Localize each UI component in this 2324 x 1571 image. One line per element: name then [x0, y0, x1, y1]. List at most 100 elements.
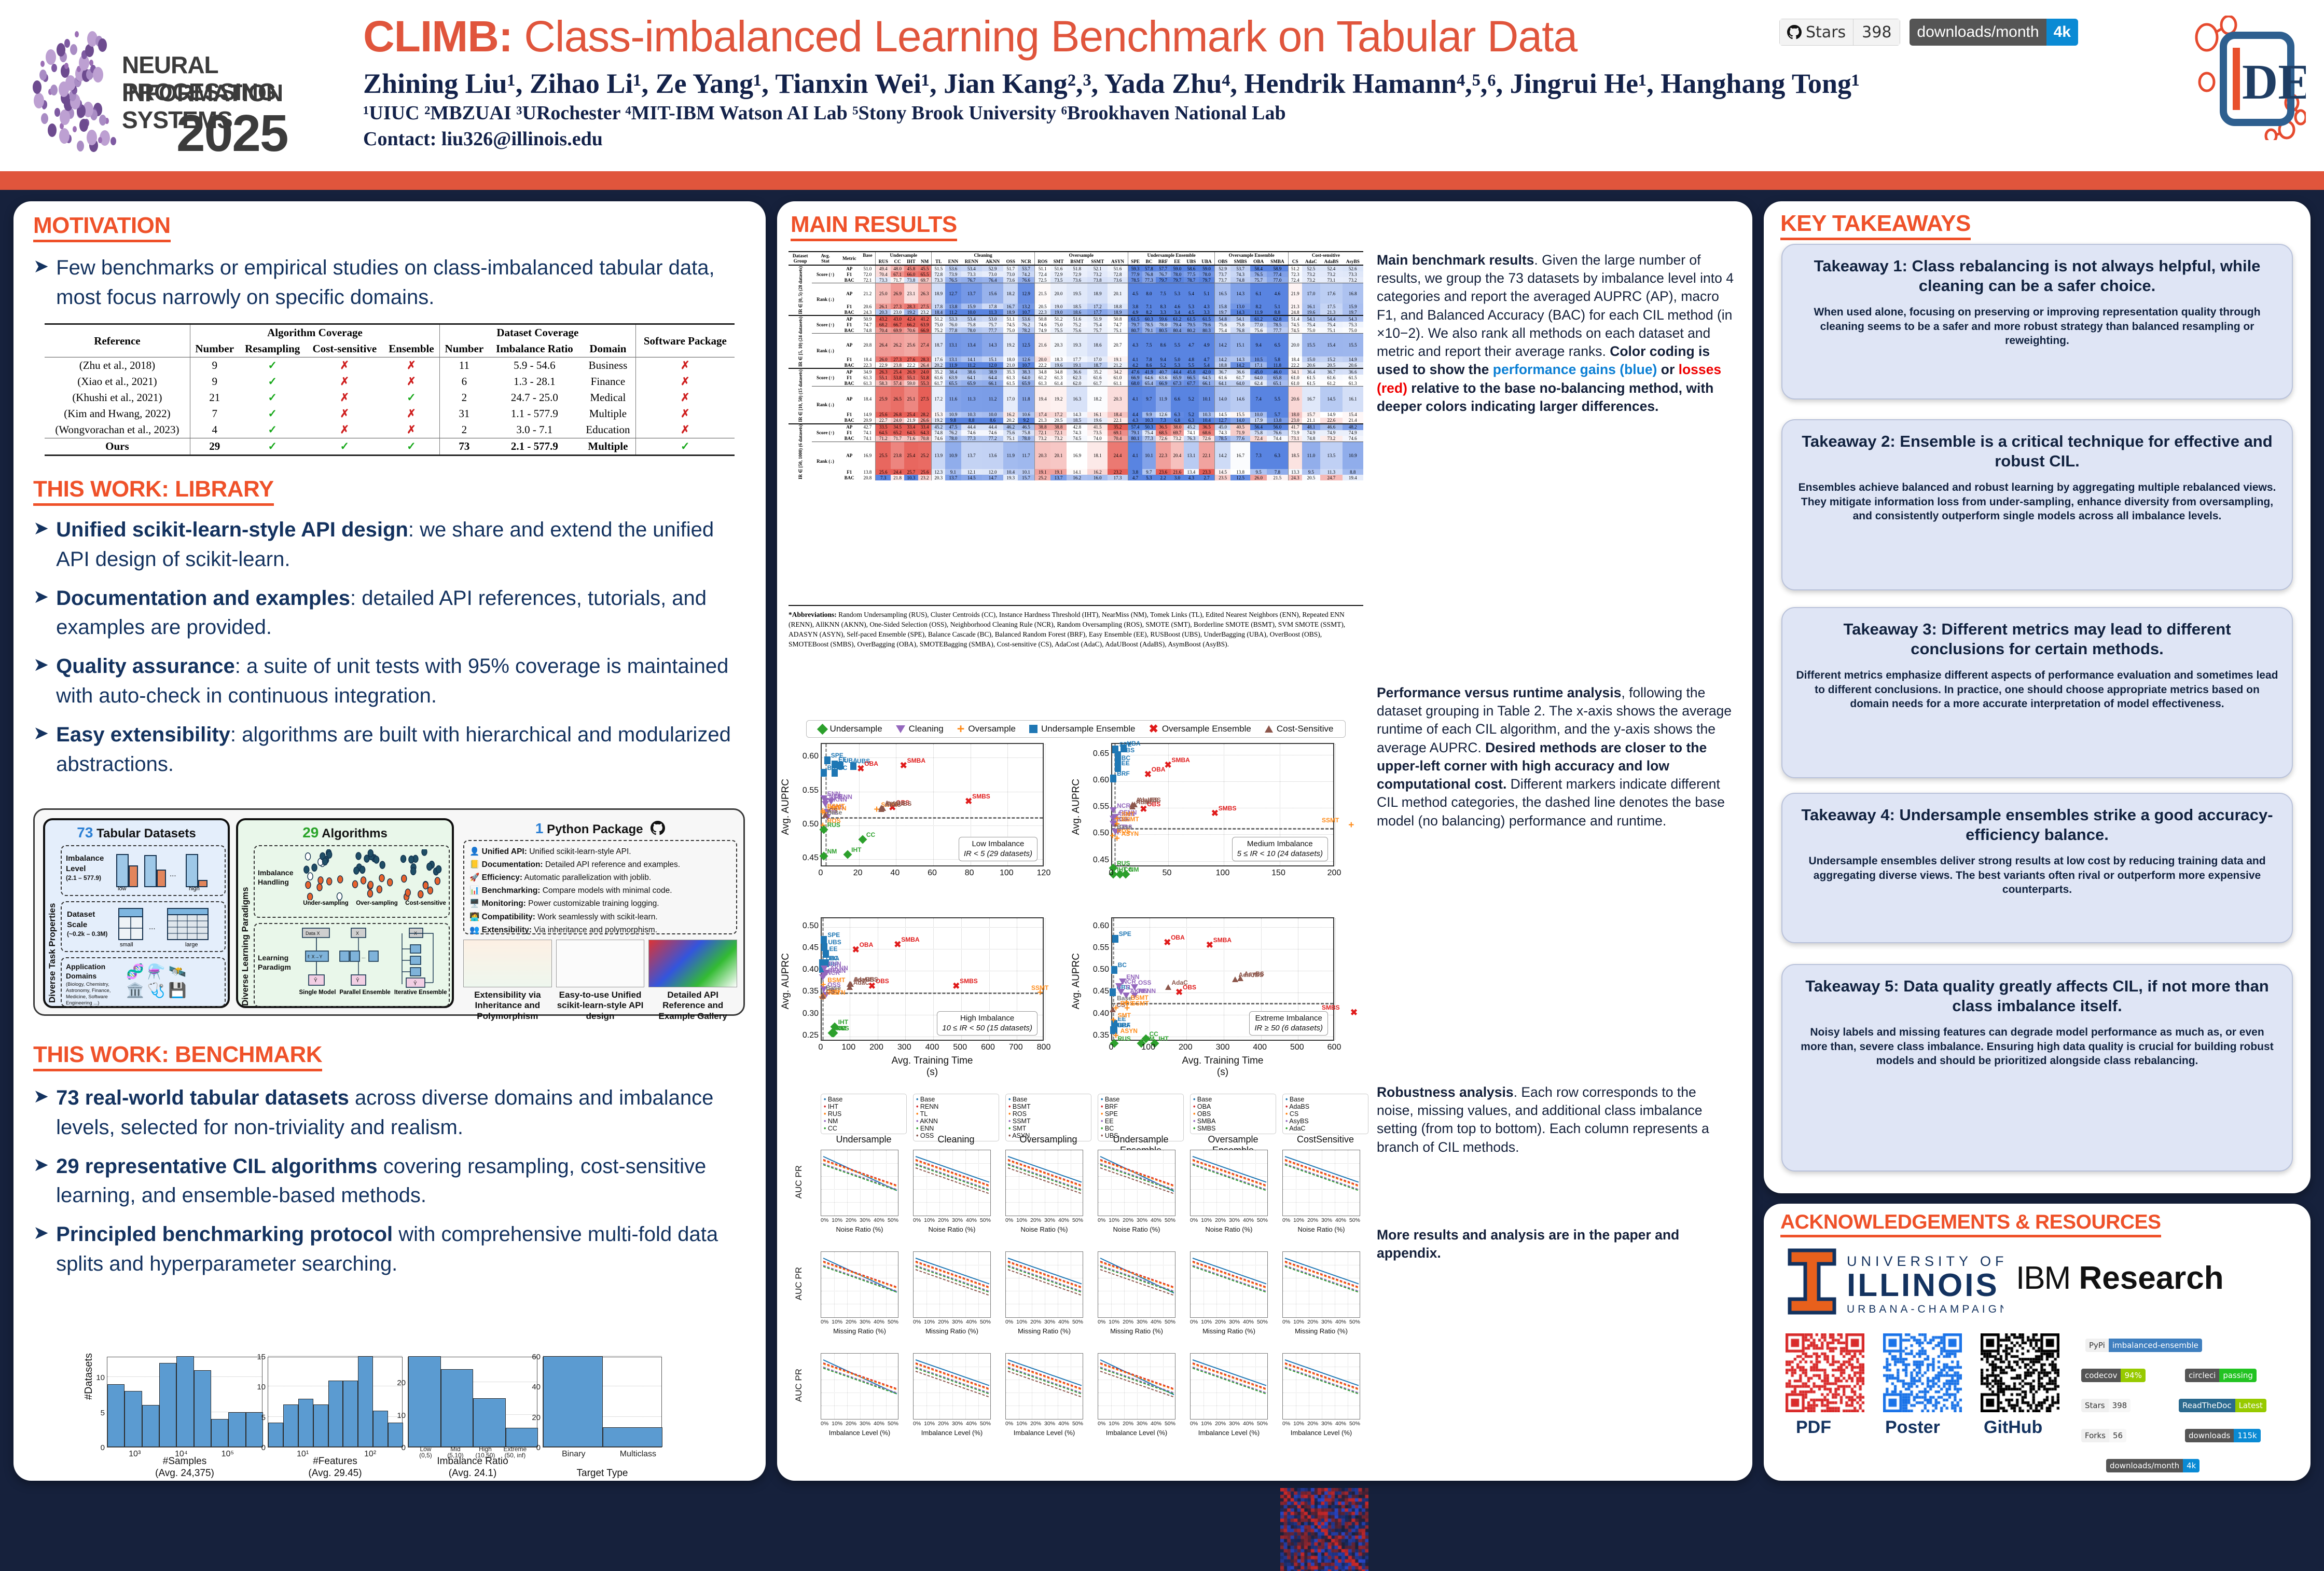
res-cell: 72.1 [1050, 430, 1067, 436]
series-line [915, 1262, 990, 1289]
res-cell: 25.0 [875, 283, 891, 304]
downloads-badge[interactable]: downloads/month 4k [1910, 19, 2078, 46]
res-cell: 75.6 [1003, 430, 1018, 436]
badge-codecov[interactable]: codecov 94% [2081, 1369, 2146, 1382]
res-cell: 20.0 [1034, 356, 1050, 363]
hist-bar [373, 1411, 389, 1447]
mot-cost: ✗ [340, 375, 350, 388]
point-label: RENN [1138, 987, 1156, 995]
res-cell: 70.4 [875, 327, 891, 334]
badge-pypi[interactable]: PyPi imbalanced-ensemble [2085, 1339, 2202, 1352]
badge-stars[interactable]: Stars 398 [2081, 1399, 2131, 1412]
series-line [1192, 1159, 1267, 1186]
res-cell: 20.6 [1302, 362, 1321, 369]
table-row: F1 13.8 25.6 24.4 25.7 25.6 12.3 9.1 12.1 12.0 10.… [789, 469, 1363, 475]
qr-code-pdf[interactable] [1786, 1333, 1864, 1412]
badge-readthedoc[interactable]: ReadTheDoc Latest [2179, 1399, 2266, 1412]
point-label: IHT [838, 1018, 849, 1026]
res-cell: 13.7 [961, 442, 982, 470]
mot-th-reference: Reference [94, 334, 141, 347]
hist-ytick: 10 [257, 1383, 266, 1392]
title-acronym: CLIMB: [363, 12, 513, 61]
res-cell: 73.8 [1087, 277, 1108, 283]
point-label: ASYN [829, 805, 847, 812]
res-cell: 51.2 [931, 315, 946, 322]
res-cell: 75.6 [1250, 327, 1267, 334]
bullet-arrow-icon: ➤ [33, 517, 49, 539]
res-cell: 74.6 [961, 430, 982, 436]
badge-downloadsmonth[interactable]: downloads/month 4k [2106, 1459, 2200, 1472]
list-item: ➤ 73 real-world tabular datasets across … [33, 1083, 745, 1142]
res-cell: 65.8 [1266, 375, 1289, 381]
res-metric-label: F1 [847, 271, 852, 277]
res-cell: 24.4 [891, 469, 904, 475]
res-cell: 8.6 [1155, 333, 1171, 357]
performance-runtime-scatterplots: Undersample Cleaning + Oversample Undersampl… [780, 720, 1364, 1083]
application-domains-box: Application Domains (Biology, Chemistry,… [61, 957, 226, 1007]
hist-bar [268, 1423, 283, 1447]
series-line [1007, 1156, 1082, 1183]
res-cell: 54.3 [1342, 315, 1363, 322]
takeaway-heading: Takeaway 5: Data quality greatly affects… [1805, 977, 2269, 1015]
res-cell: 17.8 [931, 304, 946, 310]
hist-xtick: 10² [364, 1450, 377, 1459]
res-cell: 15.7 [1018, 475, 1035, 481]
mot-ref: (Zhu et al., 2018) [79, 359, 156, 371]
res-cell: 26.3 [875, 368, 891, 375]
x-tick-labels: 0% 10% 20% 30% 40% 50% [821, 1217, 898, 1223]
res-cell: 57.4 [891, 380, 904, 387]
qr-code-poster[interactable] [1883, 1333, 1962, 1412]
plot-annotation: Medium Imbalance 5 ≤ IR < 10 (24 dataset… [1232, 837, 1328, 861]
panel-algorithms: 29 Algorithms Diverse Learning Paradigms… [236, 818, 454, 1008]
chart-scatter-medium: SPEUBAUBSBCEEBRF✖SMBA✖OBA✖OBS✖SMBSAdaUBS… [1109, 740, 1354, 879]
res-cell: 7.8 [1266, 469, 1289, 475]
imb-handling-l1: Imbalance [258, 869, 294, 877]
res-cell: 6.1 [1250, 283, 1267, 304]
res-cell: 54.1 [1302, 315, 1321, 322]
point-label: OBA [1151, 766, 1166, 774]
badge-downloads[interactable]: downloads 115k [2185, 1429, 2261, 1442]
res-cell: 9.1 [945, 469, 961, 475]
res-cell: 73.8 [904, 277, 918, 283]
res-col-OSS: OSS [1006, 259, 1015, 264]
badge-forks[interactable]: Forks 56 [2081, 1429, 2127, 1442]
qr-code-github[interactable] [1981, 1333, 2059, 1412]
res-cell: 23.8 [891, 442, 904, 470]
para1-t1: . Given the large number of results, we … [1377, 252, 1734, 360]
point-label: OSS [1138, 979, 1152, 987]
mot-resamp: ✓ [268, 423, 277, 436]
res-cell: 10.7 [1018, 309, 1035, 316]
list-item: 🚀 Efficiency: Automatic parallelization … [469, 873, 652, 883]
legend-label: SPE [1104, 1110, 1118, 1118]
point-label: AsyBS [854, 975, 875, 983]
hist-xlabel: Target Type [576, 1468, 628, 1479]
res-cell: 52.1 [1087, 265, 1108, 271]
series-line [1007, 1163, 1082, 1190]
res-cell: 4.6 [1266, 283, 1289, 304]
plot-annotation: Low Imbalance IR < 5 (29 datasets) [958, 837, 1038, 861]
robustness-legend: • Base• IHT• RUS• NM• CC [821, 1094, 907, 1134]
res-cell: 78.5 [1214, 435, 1230, 442]
res-cell: 55.1 [904, 375, 918, 381]
res-cell: 78.2 [1018, 327, 1035, 334]
list-item: 👥 Extensibility: Via inheritance and pol… [469, 925, 657, 934]
res-cell: 61.3 [1034, 380, 1050, 387]
res-cell: 77.2 [981, 435, 1004, 442]
res-cell: 51.8 [1067, 265, 1088, 271]
mot-pkg: ✗ [635, 406, 735, 422]
learning-paradigm-box: Learning Paradigm Data X f: X→Y Ŷ X [254, 923, 450, 1007]
mot-th-pkg: Software Package [635, 324, 735, 357]
legend-marker-icon: • [1008, 1132, 1011, 1139]
res-cell: 9.4 [1250, 333, 1267, 357]
res-cell: 17.5 [1320, 304, 1343, 310]
res-cell: 23.6 [1155, 469, 1171, 475]
res-cell: 61.2 [1250, 315, 1267, 322]
badge-circleci[interactable]: circleci passing [2185, 1369, 2257, 1382]
x-tick-labels: 0% 10% 20% 30% 40% 50% [1098, 1319, 1175, 1325]
res-cell: 14.1 [961, 356, 982, 363]
y-tick-label: 0.50 [1092, 965, 1109, 974]
res-cell: 20.8 [860, 333, 876, 357]
github-stars-badge[interactable]: Stars 398 [1779, 19, 1901, 46]
res-cell: 18.3 [1054, 356, 1063, 362]
res-cell: 76.3 [1184, 435, 1199, 442]
